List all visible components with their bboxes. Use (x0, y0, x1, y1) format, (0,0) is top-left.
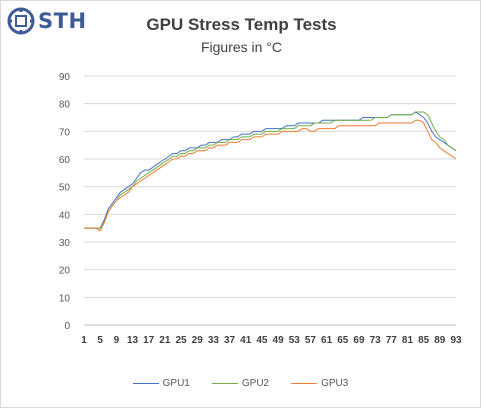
x-tick-label: 1 (81, 335, 87, 346)
x-tick-label: 9 (114, 335, 120, 346)
x-tick-label: 25 (175, 335, 187, 346)
logo-text: STH (38, 9, 87, 33)
legend-item-gpu2: GPU2 (211, 378, 270, 389)
legend-swatch (291, 383, 318, 384)
legend-item-gpu1: GPU1 (132, 378, 190, 389)
chart-legend: GPU1 GPU2 GPU3 (0, 378, 481, 389)
sth-logo: STH (7, 7, 87, 35)
legend-swatch (132, 383, 159, 384)
y-tick-label: 90 (59, 72, 71, 83)
y-axis-ticks: 0 10 20 30 40 50 60 70 80 90 (59, 72, 71, 332)
y-tick-label: 50 (59, 183, 71, 194)
x-tick-label: 61 (321, 335, 333, 346)
legend-item-gpu3: GPU3 (291, 378, 348, 389)
y-tick-label: 20 (59, 266, 71, 277)
x-tick-label: 77 (386, 335, 398, 346)
x-tick-label: 65 (337, 335, 349, 346)
x-axis-ticks: 1 5 9 13 17 21 25 29 33 37 41 45 49 53 57 61 65 69 73 77 81 8… (81, 335, 462, 346)
y-tick-label: 0 (64, 321, 70, 332)
x-tick-label: 57 (305, 335, 317, 346)
legend-label: GPU3 (321, 378, 349, 389)
x-tick-label: 29 (192, 335, 204, 346)
x-tick-label: 49 (273, 335, 285, 346)
chart-subtitle: Figures in °C (200, 39, 283, 55)
y-tick-label: 30 (59, 238, 71, 249)
series-lines (84, 111, 457, 232)
x-tick-label: 73 (370, 335, 382, 346)
legend-swatch (211, 383, 238, 384)
x-tick-label: 81 (402, 335, 414, 346)
series-line-gpu2 (84, 111, 457, 229)
y-tick-label: 60 (59, 155, 71, 166)
x-tick-label: 17 (143, 335, 155, 346)
series-line-gpu1 (84, 111, 457, 229)
x-tick-label: 53 (289, 335, 301, 346)
x-tick-label: 5 (97, 335, 103, 346)
x-tick-label: 85 (418, 335, 430, 346)
x-tick-label: 13 (127, 335, 139, 346)
y-tick-label: 40 (59, 210, 71, 221)
x-tick-label: 33 (208, 335, 220, 346)
legend-label: GPU2 (241, 378, 270, 389)
y-tick-label: 10 (59, 293, 71, 304)
series-line-gpu3 (84, 119, 457, 232)
x-tick-label: 37 (224, 335, 236, 346)
y-tick-label: 80 (59, 100, 71, 111)
x-tick-label: 45 (256, 335, 268, 346)
gridlines (84, 75, 456, 326)
x-tick-label: 93 (450, 335, 462, 346)
x-tick-label: 21 (159, 335, 171, 346)
x-tick-label: 69 (353, 335, 365, 346)
legend-label: GPU1 (162, 378, 190, 389)
y-tick-label: 70 (59, 127, 71, 138)
chart-title: GPU Stress Temp Tests (146, 15, 337, 34)
x-tick-label: 89 (434, 335, 446, 346)
x-tick-label: 41 (240, 335, 252, 346)
sth-logo-icon (7, 7, 35, 35)
